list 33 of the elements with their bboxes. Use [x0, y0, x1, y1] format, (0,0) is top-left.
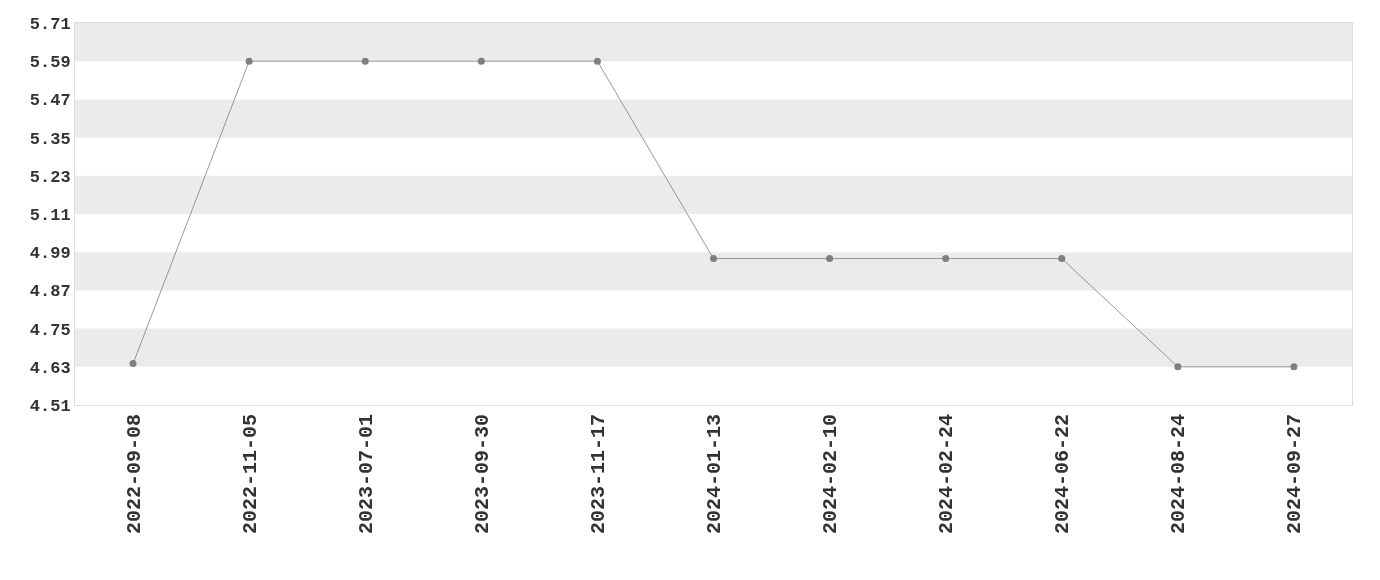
point [477, 57, 485, 65]
point [593, 57, 601, 65]
point [361, 57, 369, 65]
y-tick-label: 5.47 [29, 91, 71, 111]
y-tick-label: 5.23 [29, 167, 71, 187]
y-tick-label: 5.71 [29, 14, 71, 34]
y-tick-label: 4.99 [29, 244, 71, 264]
x-tick-label: 2024-01-13 [703, 414, 726, 535]
y-tick-label: 5.59 [29, 53, 71, 73]
point [129, 360, 137, 368]
x-tick-label: 2023-09-30 [470, 414, 494, 535]
x-tick-label: 2024-06-22 [1051, 414, 1075, 535]
x-tick-label: 2024-09-27 [1283, 414, 1307, 535]
point [942, 255, 950, 263]
x-tick-label: 2022-09-08 [122, 414, 146, 535]
x-tick-label: 2023-07-01 [354, 414, 378, 535]
y-tick-label: 4.87 [29, 282, 71, 302]
x-tick-label: 2024-02-24 [935, 414, 959, 535]
y-tick-label: 4.75 [29, 320, 71, 340]
point [1290, 363, 1298, 371]
point [826, 255, 834, 263]
y-tick-label: 4.51 [29, 396, 71, 416]
x-tick-label: 2024-02-10 [819, 414, 843, 535]
y-tick-label: 5.11 [29, 205, 71, 225]
point [245, 57, 253, 65]
x-tick-label: 2024-08-24 [1167, 414, 1191, 535]
point [710, 255, 717, 263]
y-tick-label: 4.63 [29, 358, 71, 378]
x-tick-label: 2022-11-05 [238, 414, 262, 535]
point [1058, 255, 1066, 263]
y-tick-label: 5.35 [29, 129, 71, 149]
point [1174, 363, 1182, 371]
x-tick-label: 2023-11-17 [586, 414, 610, 535]
